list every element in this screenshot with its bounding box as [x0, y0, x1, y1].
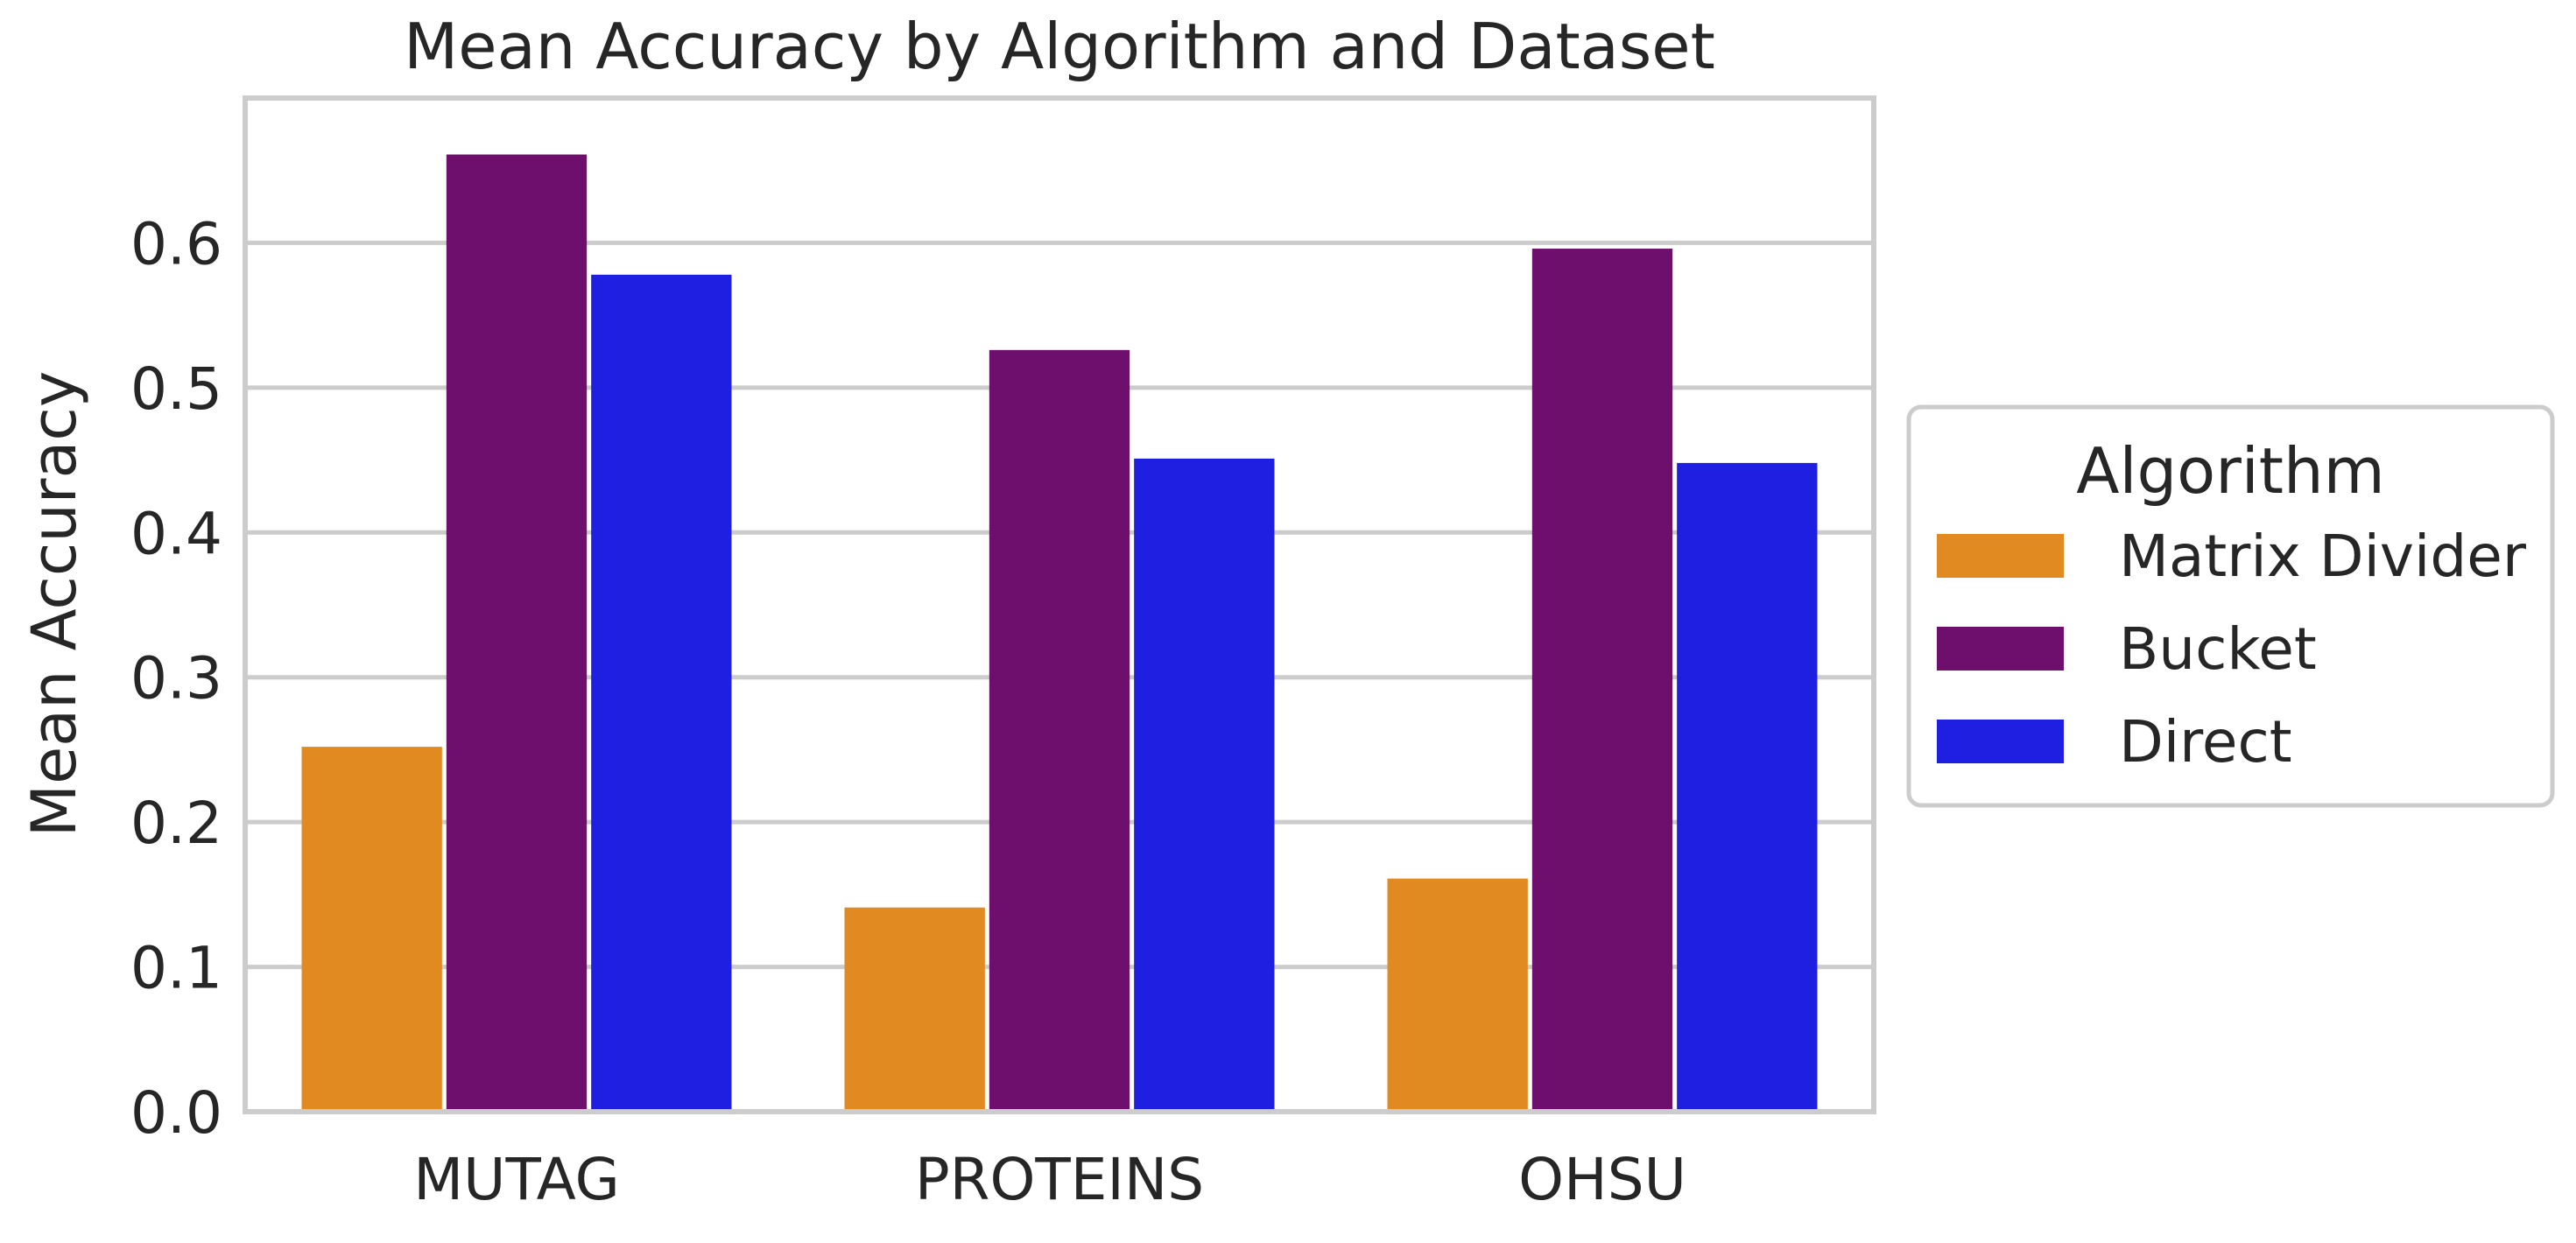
legend-swatch-matrix-divider: [1937, 534, 2064, 578]
legend-swatch-bucket: [1937, 627, 2064, 671]
bar-bucket-ohsu: [1531, 249, 1673, 1112]
bar-matrix-divider-mutag: [301, 747, 442, 1112]
legend-title: Algorithm: [2076, 434, 2385, 508]
legend-label: Bucket: [2119, 615, 2317, 683]
bar-direct-mutag: [591, 274, 732, 1112]
bar-bucket-mutag: [446, 154, 588, 1113]
y-tick-label: 0.3: [130, 645, 222, 713]
legend: Algorithm Matrix Divider Bucket Direct: [1906, 404, 2555, 808]
bar-direct-proteins: [1134, 458, 1275, 1112]
bar-matrix-divider-proteins: [844, 907, 985, 1112]
y-tick-label: 0.0: [130, 1079, 222, 1147]
legend-box: [1906, 404, 2555, 808]
y-tick-label: 0.2: [130, 790, 222, 857]
bar-direct-ohsu: [1677, 462, 1818, 1112]
y-axis-label: Mean Accuracy: [18, 371, 90, 838]
x-tick-label: OHSU: [1518, 1146, 1686, 1213]
legend-label: Matrix Divider: [2119, 523, 2527, 590]
bar-bucket-proteins: [989, 349, 1130, 1112]
y-tick-label: 0.1: [130, 935, 222, 1002]
y-tick-label: 0.4: [130, 500, 222, 567]
x-tick-label: PROTEINS: [915, 1146, 1204, 1213]
y-tick-label: 0.5: [130, 355, 222, 423]
y-tick-label: 0.6: [130, 210, 222, 277]
legend-label: Direct: [2119, 708, 2292, 776]
legend-swatch-direct: [1937, 720, 2064, 763]
plot-area: 0.0 0.1 0.2 0.3 0.4 0.5 0.6 MUTAG PROTEINS OHSU: [130, 95, 1876, 1213]
chart-title: Mean Accuracy by Algorithm and Dataset: [404, 10, 1715, 83]
bar-matrix-divider-ohsu: [1387, 878, 1528, 1112]
x-tick-label: MUTAG: [413, 1146, 620, 1213]
plot-frame: [243, 95, 1876, 1114]
